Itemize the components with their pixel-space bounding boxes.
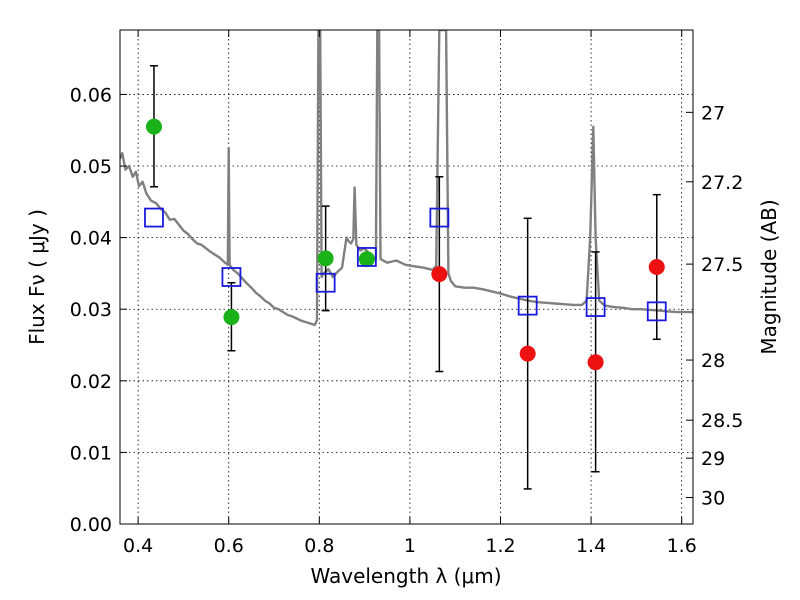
model-square-point: [315, 272, 336, 293]
plot-frame: [119, 29, 694, 525]
y-tick-label: 0.06: [70, 84, 112, 106]
spectrum-layer: [120, 30, 693, 327]
model-square-point: [144, 207, 164, 228]
model-square-point: [585, 297, 606, 317]
x-axis-title: Wavelength λ (μm): [310, 564, 501, 588]
y-tick-label: 0.00: [70, 514, 112, 536]
x-tick-label: 0.4: [123, 535, 153, 557]
model-square-point: [517, 295, 538, 316]
x-tick-label: 1.4: [576, 535, 606, 557]
y-tick-label: 0.03: [70, 299, 112, 321]
mag-tick-label: 30: [701, 488, 725, 510]
photometry-point: [358, 251, 375, 268]
tick-layer: 0.4 0.6 0.8 1 1.2 1.4 1.6 0.00 0.01 0.02 0.03 0.04 0…: [70, 30, 743, 557]
model-square-point: [221, 267, 242, 287]
mag-tick-label: 28: [701, 350, 725, 372]
y-tick-label: 0.05: [70, 156, 112, 178]
y-tick-label: 0.04: [70, 228, 112, 250]
x-tick-label: 1.2: [485, 535, 515, 557]
photometry-point: [317, 250, 334, 267]
mag-tick-label: 27.5: [701, 254, 743, 276]
photometry-point: [145, 118, 162, 135]
model-square-point: [646, 301, 667, 322]
model-spectrum-line: [120, 30, 693, 327]
x-tick-label: 0.6: [214, 535, 244, 557]
model-square-point: [356, 247, 377, 267]
x-tick-label: 0.8: [304, 535, 334, 557]
photometry-point: [587, 354, 604, 371]
y-axis-title: Flux Fν ( μJy ): [25, 209, 49, 345]
photometry-point: [223, 309, 240, 326]
grid-layer: [120, 30, 693, 525]
error-bar-layer: [149, 65, 661, 490]
marker-layer: [144, 118, 667, 371]
photometry-point: [648, 258, 665, 275]
mag-tick-label: 29: [701, 448, 725, 470]
photometry-point: [431, 266, 448, 283]
y-tick-label: 0.02: [70, 371, 112, 393]
y2-axis-title: Magnitude (AB): [757, 199, 781, 354]
mag-tick-label: 28.5: [701, 410, 743, 432]
photometry-point: [519, 345, 536, 362]
mag-tick-label: 27.2: [701, 172, 743, 194]
x-tick-label: 1: [404, 535, 416, 557]
model-square-point: [429, 207, 450, 228]
x-tick-label: 1.6: [667, 535, 697, 557]
mag-tick-label: 27: [701, 102, 725, 124]
y-tick-label: 0.01: [70, 442, 112, 464]
